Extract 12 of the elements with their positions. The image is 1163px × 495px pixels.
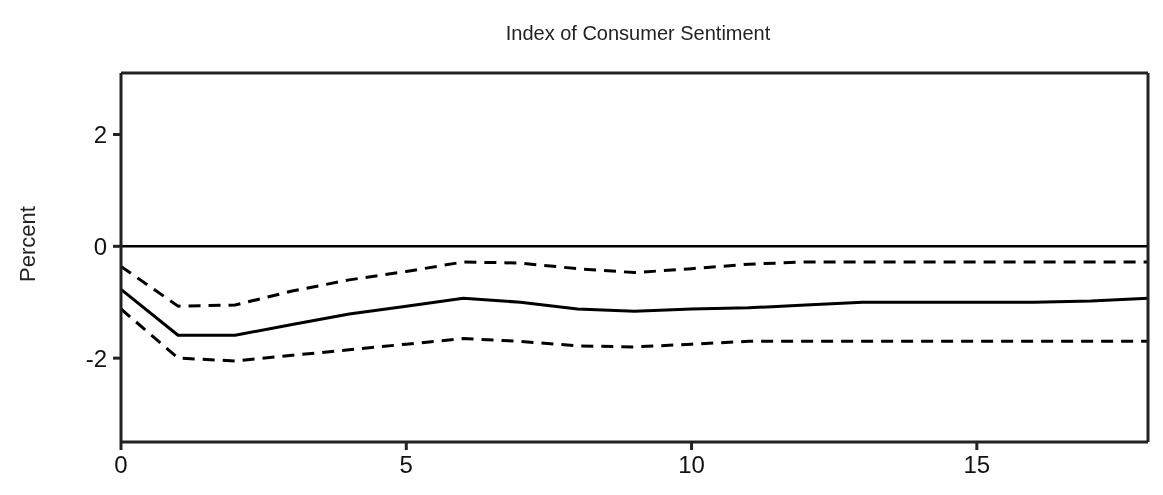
x-tick-label: 0 [114,451,128,479]
y-tick-label: 2 [93,121,107,149]
y-tick-label: -2 [85,344,107,372]
y-tick-label: 0 [93,232,107,260]
x-tick-label: 10 [678,451,705,479]
line-series [121,287,1148,337]
y-axis-title: Percent [15,206,41,282]
chart-title: Index of Consumer Sentiment [504,21,772,46]
x-tick-label: 5 [399,451,413,479]
x-tick-label: 15 [963,451,991,479]
line-series [121,307,1148,363]
line-series [121,260,1148,308]
